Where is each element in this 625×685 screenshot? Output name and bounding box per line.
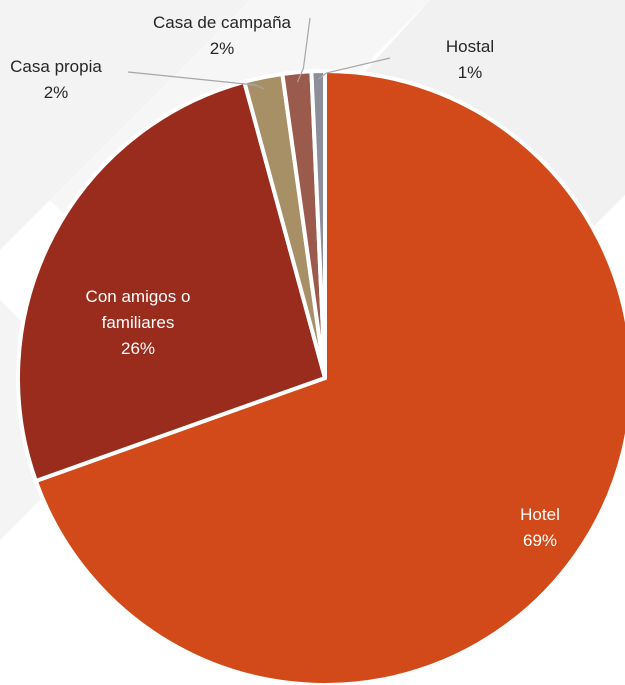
slice-category: Casa de campaña (153, 13, 292, 32)
slice-label-hotel: Hotel 69% (520, 505, 560, 550)
pie-slice-hotel (33, 69, 625, 685)
pie-slice-hostal (309, 69, 327, 380)
slice-label-casa-propia: Casa propia 2% (10, 57, 102, 102)
slice-label-casa-de-campana: Casa de campaña 2% (153, 13, 292, 58)
slice-percent: 69% (523, 531, 557, 550)
slice-label-con-amigos-o: Con amigos o familiares 26% (86, 287, 191, 358)
leader-lines (127, 17, 391, 90)
slice-percent: 2% (44, 83, 69, 102)
slice-percent: 1% (458, 63, 483, 82)
leader-line-hostal (317, 57, 391, 80)
leader-line-casa-de-campana (296, 17, 311, 83)
pie-slices (16, 69, 625, 685)
slice-category: familiares (102, 313, 175, 332)
slice-category: Hotel (520, 505, 560, 524)
leader-line-casa-propia (127, 71, 265, 90)
slice-labels: Hotel 69% Con amigos o familiares 26% Casa pr… (10, 13, 560, 550)
pie-slice-con-amigos-o (16, 79, 327, 483)
slice-category: Casa propia (10, 57, 102, 76)
slice-category: Con amigos o (86, 287, 191, 306)
slice-percent: 26% (121, 339, 155, 358)
slice-percent: 2% (210, 39, 235, 58)
slice-category: Hostal (446, 37, 494, 56)
slice-label-hostal: Hostal 1% (446, 37, 494, 82)
